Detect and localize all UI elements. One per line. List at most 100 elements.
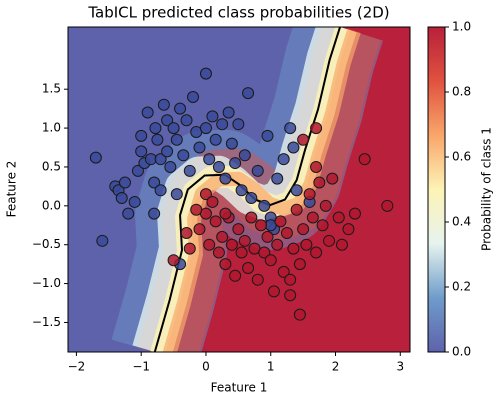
point	[235, 184, 248, 197]
y-tick-label: 1.5	[42, 82, 61, 96]
point	[141, 106, 154, 119]
point	[203, 238, 216, 251]
point	[245, 192, 258, 205]
point	[274, 215, 287, 228]
point	[225, 137, 238, 150]
y-tick-label: −1.5	[32, 315, 61, 329]
point	[284, 273, 297, 286]
point	[115, 192, 128, 205]
point	[219, 207, 232, 220]
point	[151, 133, 164, 146]
soft-band	[162, 28, 361, 352]
point	[96, 234, 109, 247]
point	[238, 234, 251, 247]
point	[183, 242, 196, 255]
point	[293, 258, 306, 271]
point	[199, 67, 212, 80]
point	[261, 230, 274, 243]
point	[161, 114, 174, 127]
point	[258, 246, 271, 259]
point	[216, 230, 229, 243]
point	[206, 195, 219, 208]
colorbar-tick-label: 0.4	[452, 215, 471, 229]
point	[209, 133, 222, 146]
point	[187, 90, 200, 103]
point	[290, 184, 303, 197]
point	[154, 153, 167, 166]
plot-layer	[89, 67, 394, 321]
point	[212, 160, 225, 173]
point	[287, 141, 300, 154]
point	[319, 199, 332, 212]
point	[183, 164, 196, 177]
point	[306, 211, 319, 224]
point	[303, 188, 316, 201]
point	[148, 176, 161, 189]
point	[316, 219, 329, 232]
point	[148, 207, 161, 220]
point	[229, 157, 242, 170]
x-tick-label: 3	[396, 360, 404, 374]
point	[232, 118, 245, 131]
point	[381, 199, 394, 212]
point	[342, 223, 355, 236]
point	[284, 289, 297, 302]
colorbar-tick-label: 0.8	[452, 85, 471, 99]
point	[271, 172, 284, 185]
point	[154, 184, 167, 197]
y-tick-label: −1.0	[32, 276, 61, 290]
point	[277, 265, 290, 278]
y-axis-label: Feature 2	[5, 161, 19, 218]
point	[216, 118, 229, 131]
point	[199, 122, 212, 135]
x-tick-label: 1	[267, 360, 275, 374]
point	[348, 207, 361, 220]
point	[284, 122, 297, 135]
point	[287, 242, 300, 255]
point	[280, 227, 293, 240]
x-tick-label: −1	[132, 360, 150, 374]
point	[251, 164, 264, 177]
point	[212, 246, 225, 259]
point	[135, 145, 148, 158]
point	[261, 129, 274, 142]
point	[251, 273, 264, 286]
point	[297, 133, 310, 146]
point	[238, 149, 251, 162]
point	[258, 199, 271, 212]
point	[310, 246, 323, 259]
point	[119, 176, 131, 189]
point	[290, 203, 303, 216]
point	[170, 133, 183, 146]
point	[219, 172, 232, 185]
point	[149, 122, 162, 135]
class0-region	[68, 27, 341, 352]
point	[235, 246, 248, 259]
point	[193, 141, 206, 154]
point	[222, 106, 235, 119]
point	[164, 160, 177, 173]
point	[199, 188, 212, 201]
point	[174, 102, 187, 115]
point	[229, 269, 242, 282]
point	[219, 258, 232, 271]
point	[313, 176, 326, 189]
point	[89, 151, 102, 164]
point	[122, 207, 135, 220]
point	[335, 238, 348, 251]
point	[271, 238, 284, 251]
point	[242, 262, 255, 275]
point	[297, 223, 310, 236]
point	[332, 211, 345, 224]
point	[131, 164, 144, 177]
point	[209, 215, 222, 228]
point	[180, 227, 193, 240]
point	[232, 223, 245, 236]
point	[267, 285, 280, 298]
point	[323, 234, 336, 247]
point	[242, 87, 255, 100]
point	[180, 114, 193, 127]
point	[310, 122, 323, 135]
point	[161, 145, 174, 158]
